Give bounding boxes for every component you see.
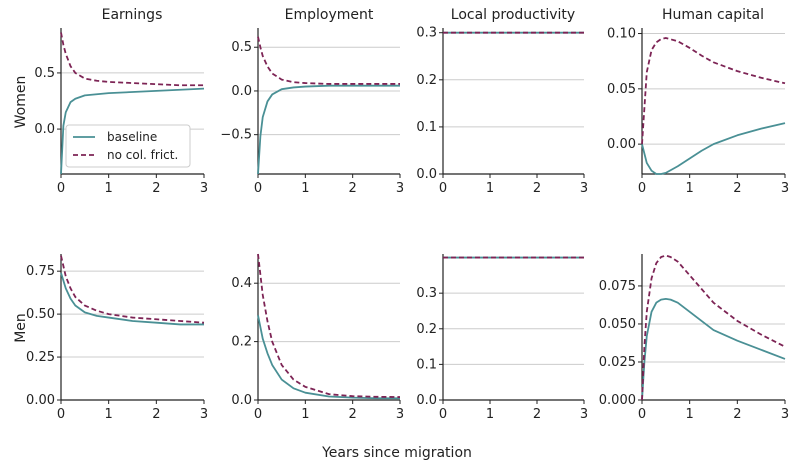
y-tick-label: 0.0 [34, 122, 55, 137]
x-tick-label: 2 [349, 407, 357, 422]
y-tick-label: 0.1 [416, 357, 437, 372]
series-line-no_col_frict [60, 32, 204, 87]
legend-label-baseline: baseline [107, 130, 157, 144]
x-tick-label: 1 [686, 181, 694, 196]
y-tick-label: 0.050 [599, 317, 636, 332]
panel-women-earnings: 0.0 0.5 0 1 2 3 baseline no col. frict. [34, 28, 208, 196]
y-tick-label: 0.000 [599, 393, 636, 408]
x-tick-label: 3 [580, 407, 588, 422]
y-tick-label: 0.00 [607, 137, 636, 152]
row-label-women: Women [13, 76, 29, 129]
x-tick-label: 2 [533, 407, 541, 422]
x-tick-label: 2 [733, 181, 741, 196]
y-tick-label: 0.5 [231, 40, 252, 55]
column-title-employment: Employment [285, 7, 374, 23]
panel-men-earnings: 0.00 0.25 0.50 0.75 0 1 2 3 [26, 254, 208, 422]
x-tick-label: 2 [349, 181, 357, 196]
x-tick-label: 0 [57, 407, 65, 422]
x-tick-label: 0 [254, 181, 262, 196]
panel-women-human-capital: 0.00 0.05 0.10 0 1 2 3 [607, 27, 789, 196]
y-tick-label: 0.4 [231, 276, 252, 291]
x-tick-label: 3 [396, 181, 404, 196]
panel-men-human-capital: 0.000 0.025 0.050 0.075 0 1 2 3 [599, 254, 789, 422]
y-tick-label: 0.3 [416, 26, 437, 41]
y-tick-label: 0.3 [416, 286, 437, 301]
x-tick-label: 0 [57, 181, 65, 196]
x-tick-label: 1 [105, 181, 113, 196]
series-line-baseline [257, 315, 400, 400]
x-tick-label: 3 [396, 407, 404, 422]
y-tick-label: 0.1 [416, 120, 437, 135]
x-tick-label: 1 [301, 407, 309, 422]
x-tick-label: 1 [105, 407, 113, 422]
x-tick-label: 0 [439, 181, 447, 196]
x-tick-label: 3 [781, 181, 789, 196]
y-tick-label: 0.5 [34, 66, 55, 81]
series-line-no_col_frict [641, 254, 786, 401]
x-tick-label: 0 [439, 407, 447, 422]
y-tick-label: 0.10 [607, 27, 636, 42]
x-tick-label: 0 [638, 407, 646, 422]
series-line-baseline [60, 272, 204, 326]
row-label-men: Men [13, 313, 29, 343]
column-title-human-capital: Human capital [662, 7, 764, 23]
y-tick-label: 0.2 [416, 322, 437, 337]
legend-box [65, 124, 191, 168]
y-tick-label: 0.2 [416, 73, 437, 88]
y-tick-label: 0.0 [231, 84, 252, 99]
panel-women-local-productivity: 0.0 0.1 0.2 0.3 0 1 2 3 [416, 26, 588, 196]
legend-label-no-col-frict: no col. frict. [107, 148, 178, 162]
series-line-no_col_frict [641, 37, 786, 145]
x-tick-label: 3 [781, 407, 789, 422]
x-axis-label: Years since migration [321, 445, 472, 460]
x-tick-label: 3 [200, 181, 208, 196]
x-tick-label: 1 [301, 181, 309, 196]
y-tick-label: 0.0 [416, 393, 437, 408]
legend: baseline no col. frict. [65, 124, 191, 168]
x-tick-label: 2 [152, 407, 160, 422]
panel-men-employment: 0.0 0.2 0.4 0 1 2 3 [231, 253, 404, 422]
y-tick-label: 0.025 [599, 355, 636, 370]
x-tick-label: 1 [486, 181, 494, 196]
y-tick-label: 0.25 [26, 350, 55, 365]
y-tick-label: 0.075 [599, 279, 636, 294]
y-tick-label: 0.00 [26, 393, 55, 408]
x-tick-label: 0 [254, 407, 262, 422]
column-title-local-productivity: Local productivity [451, 7, 575, 23]
x-tick-label: 3 [200, 407, 208, 422]
series-line-no_col_frict [257, 36, 400, 85]
y-tick-label: 0.50 [26, 307, 55, 322]
x-tick-label: 1 [486, 407, 494, 422]
x-tick-label: 2 [152, 181, 160, 196]
x-tick-label: 3 [580, 181, 588, 196]
x-tick-label: 0 [638, 181, 646, 196]
series-line-baseline [641, 122, 786, 175]
series-line-baseline [641, 297, 786, 401]
y-tick-label: 0.2 [231, 335, 252, 350]
y-tick-label: 0.05 [607, 82, 636, 97]
panel-men-local-productivity: 0.0 0.1 0.2 0.3 0 1 2 3 [416, 254, 588, 422]
y-tick-label: 0.75 [26, 264, 55, 279]
series-line-baseline [60, 87, 205, 175]
x-tick-label: 2 [533, 181, 541, 196]
x-tick-label: 2 [733, 407, 741, 422]
y-tick-label: 0.0 [231, 393, 252, 408]
panel-women-employment: −0.5 0.0 0.5 0 1 2 3 [220, 28, 404, 196]
y-tick-label: 0.0 [416, 167, 437, 182]
series-line-no_col_frict [60, 255, 205, 324]
x-tick-label: 1 [686, 407, 694, 422]
y-tick-label: −0.5 [220, 128, 252, 143]
column-title-earnings: Earnings [102, 7, 163, 23]
series-line-baseline [257, 84, 400, 175]
series-line-no_col_frict [257, 253, 401, 398]
